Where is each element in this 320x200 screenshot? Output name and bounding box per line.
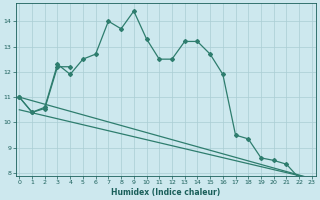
X-axis label: Humidex (Indice chaleur): Humidex (Indice chaleur) [111,188,220,197]
